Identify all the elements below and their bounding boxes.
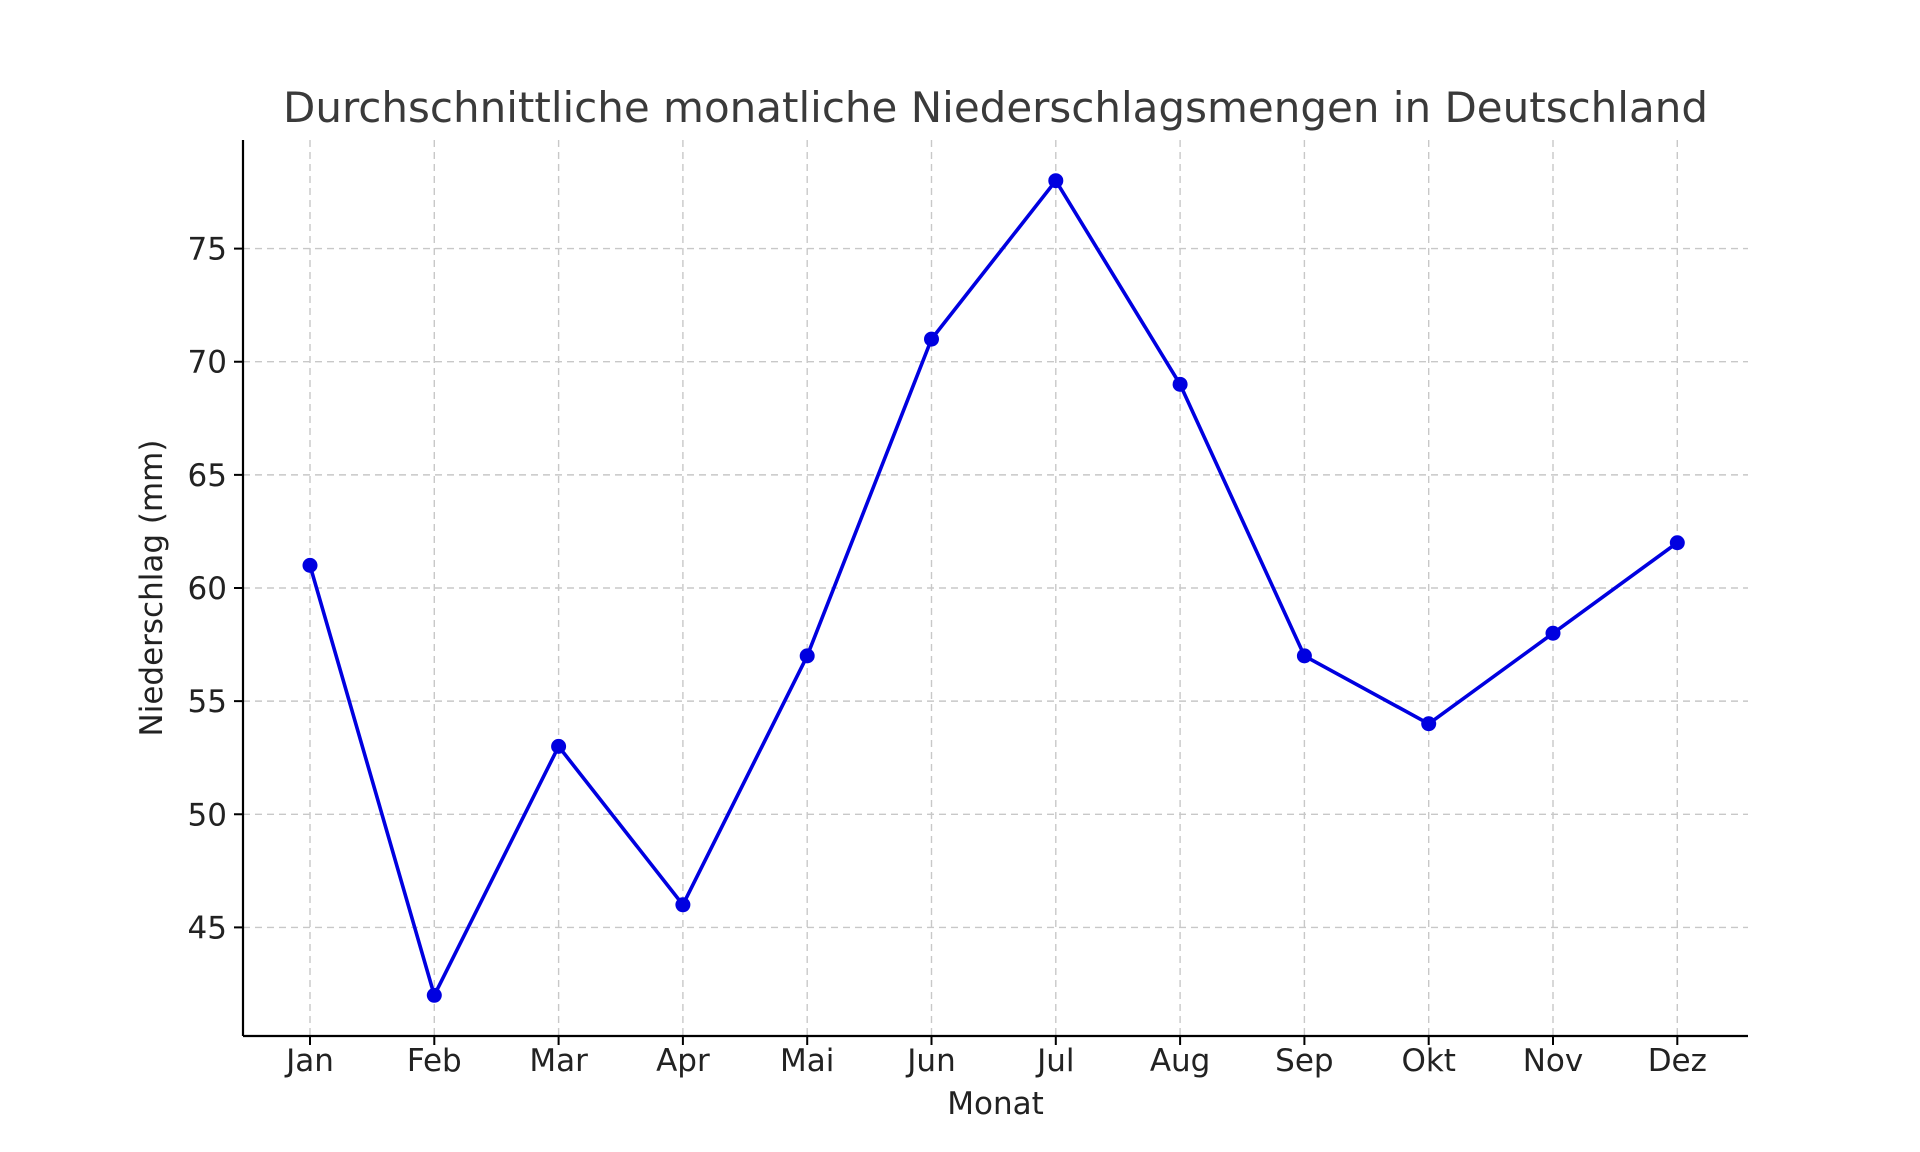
data-point-jan [302, 557, 318, 573]
x-axis-label: Monat [947, 1086, 1044, 1122]
chart-title: Durchschnittliche monatliche Niederschla… [283, 83, 1708, 132]
x-tick-label: Aug [1150, 1043, 1211, 1079]
data-point-dez [1669, 535, 1685, 551]
x-tick-label: Jan [284, 1043, 334, 1079]
data-point-aug [1172, 376, 1188, 392]
y-tick-label: 55 [188, 684, 227, 720]
x-tick-label: Mar [529, 1043, 588, 1079]
grid-layer [243, 140, 1748, 1036]
y-axis-label: Niederschlag (mm) [134, 440, 170, 737]
y-tick-label: 65 [188, 458, 227, 494]
y-tick-label: 45 [188, 910, 227, 946]
data-point-okt [1421, 716, 1437, 732]
y-tick-label: 60 [188, 571, 227, 607]
x-tick-label: Sep [1275, 1043, 1333, 1079]
y-tick-label: 75 [188, 232, 227, 268]
data-point-sep [1296, 648, 1312, 664]
data-point-apr [675, 897, 691, 913]
x-tick-label: Dez [1648, 1043, 1707, 1079]
data-point-feb [426, 987, 442, 1003]
x-tick-label: Apr [656, 1043, 710, 1079]
data-point-jun [924, 331, 939, 347]
x-tick-label: Okt [1401, 1043, 1456, 1079]
data-point-nov [1545, 625, 1561, 641]
x-tick-label: Nov [1523, 1043, 1584, 1079]
x-tick-label: Mai [780, 1043, 834, 1079]
data-point-mai [799, 648, 815, 664]
data-point-mar [551, 738, 567, 754]
y-tick-label: 70 [188, 345, 227, 381]
x-tick-label: Jun [905, 1043, 955, 1079]
series-line [308, 178, 1679, 998]
series-layer [302, 173, 1685, 1003]
ticks-layer: Jan Feb Mar Apr Mai Jun Jul Aug Sep Okt Nov Dez 45 50… [188, 232, 1707, 1079]
y-tick-label: 50 [188, 797, 227, 833]
data-point-jul [1048, 173, 1064, 189]
x-tick-label: Jul [1035, 1043, 1074, 1079]
x-tick-label: Feb [407, 1043, 462, 1079]
